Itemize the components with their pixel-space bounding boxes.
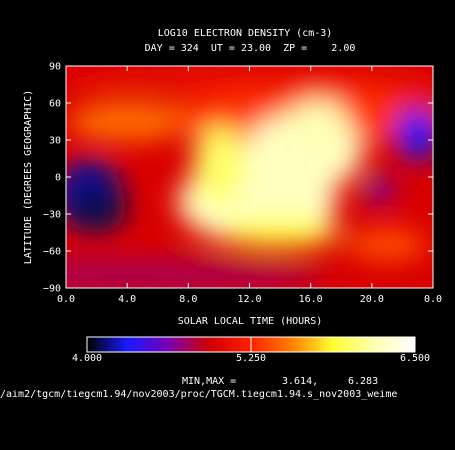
heatmap-region bbox=[192, 124, 245, 205]
heatmap-region bbox=[365, 175, 394, 204]
x-tick-label: 0.0 bbox=[424, 294, 442, 305]
heatmap-region bbox=[66, 257, 328, 288]
min-value: 3.614, bbox=[282, 376, 319, 387]
y-tick-label: −90 bbox=[43, 284, 61, 295]
heatmap-region bbox=[288, 99, 349, 144]
y-tick-label: 90 bbox=[49, 62, 61, 73]
x-tick-label: 4.0 bbox=[118, 294, 136, 305]
chart-subtitle: DAY = 324 UT = 23.00 ZP = 2.00 bbox=[144, 43, 356, 54]
max-value: 6.283 bbox=[348, 376, 379, 387]
x-tick-label: 8.0 bbox=[179, 294, 197, 305]
heatmap-region bbox=[66, 66, 433, 91]
minmax-label: MIN,MAX = bbox=[182, 376, 237, 387]
x-tick-label: 16.0 bbox=[299, 294, 323, 305]
heatmap-region bbox=[347, 228, 428, 261]
x-tick-label: 20.0 bbox=[360, 294, 384, 305]
heatmap-region bbox=[66, 181, 127, 234]
y-axis-label: LATITUDE (DEGREES GEOGRAPHIC) bbox=[23, 89, 34, 265]
y-tick-label: −60 bbox=[43, 247, 61, 258]
y-tick-label: −30 bbox=[43, 210, 61, 221]
colorbar-label-max: 6.500 bbox=[399, 353, 431, 364]
x-tick-label: 0.0 bbox=[57, 294, 75, 305]
x-tick-label: 12.0 bbox=[237, 294, 261, 305]
y-tick-label: 60 bbox=[49, 99, 61, 110]
y-tick-label: 0 bbox=[55, 173, 61, 184]
heatmap-region bbox=[220, 218, 341, 247]
heatmap-region bbox=[395, 107, 433, 160]
x-axis-label: SOLAR LOCAL TIME (HOURS) bbox=[177, 316, 323, 327]
colorbar-label-min: 4.000 bbox=[71, 353, 103, 364]
heatmap-region bbox=[67, 101, 188, 142]
colorbar-label-mid: 5.250 bbox=[235, 353, 267, 364]
chart-title: LOG10 ELECTRON DENSITY (cm-3) bbox=[157, 28, 333, 39]
y-tick-label: 30 bbox=[49, 136, 61, 147]
file-path: /aim2/tgcm/tiegcm1.94/nov2003/proc/TGCM.… bbox=[0, 390, 398, 400]
